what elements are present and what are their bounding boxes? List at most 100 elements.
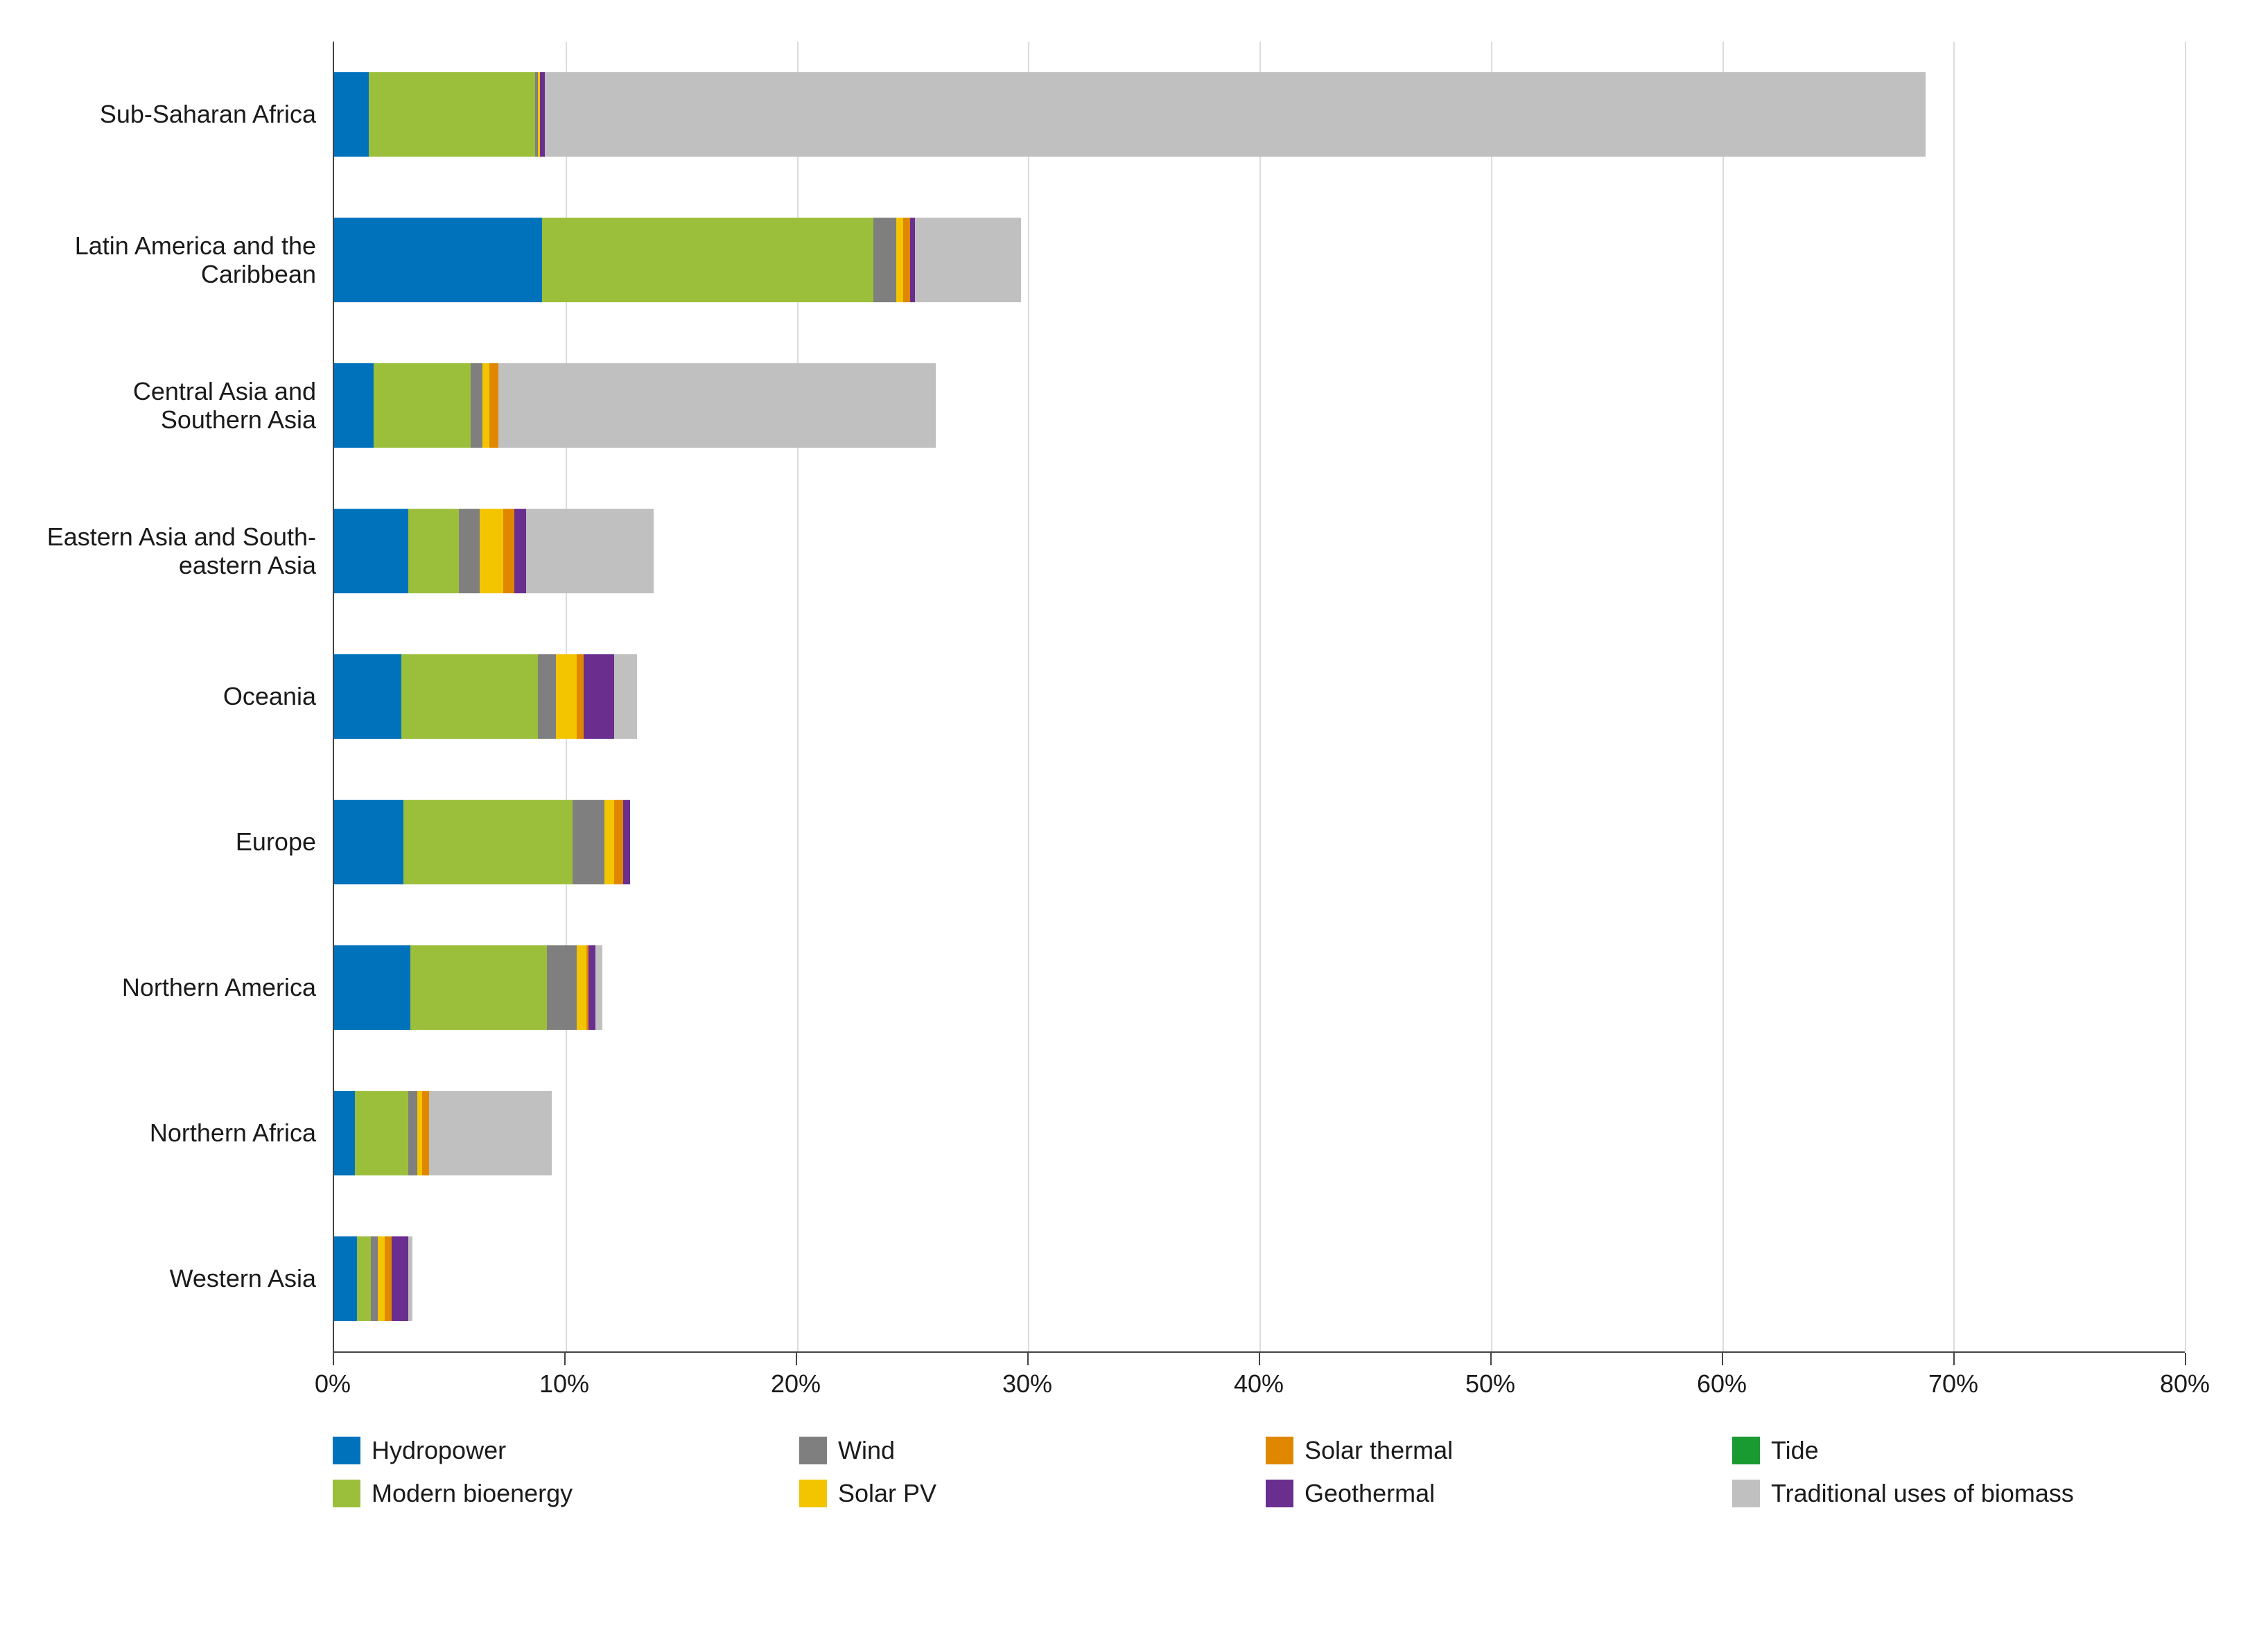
bar-segment-solar_thermal: [903, 218, 910, 302]
x-tick-label: 80%: [2160, 1369, 2210, 1399]
x-axis: 0%10%20%30%40%50%60%70%80%: [333, 1353, 2185, 1408]
legend-item-modern_bioenergy: Modern bioenergy: [333, 1479, 785, 1508]
legend: Hydropower Wind Solar thermal Tide Modern bi…: [333, 1436, 2185, 1508]
category-label: Western Asia: [42, 1206, 333, 1351]
bar-segment-wind: [538, 654, 557, 739]
bar-segment-geothermal: [584, 654, 613, 739]
legend-swatch: [799, 1480, 827, 1507]
bar-segment-solar_pv: [604, 800, 613, 884]
stacked-bar: [334, 363, 936, 448]
x-tick-label: 10%: [539, 1369, 589, 1399]
stacked-bar: [334, 1236, 412, 1321]
bar-segment-hydropower: [334, 363, 374, 448]
category-label: Oceania: [42, 624, 333, 769]
bar-row: [334, 915, 2185, 1060]
legend-label: Traditional uses of biomass: [1771, 1479, 2074, 1508]
bar-segment-wind: [371, 1236, 378, 1321]
y-axis-category-labels: Sub-Saharan AfricaLatin America and the …: [42, 42, 333, 1351]
bar-segment-solar_pv: [378, 1236, 385, 1321]
legend-label: Tide: [1771, 1436, 1819, 1465]
bar-segment-modern_bioenergy: [401, 654, 538, 739]
x-tick-mark: [564, 1353, 566, 1365]
bar-segment-wind: [573, 800, 605, 884]
bar-segment-traditional_biomass: [498, 363, 936, 448]
bar-segment-wind: [547, 945, 577, 1030]
bar-segment-modern_bioenergy: [403, 800, 573, 884]
legend-item-wind: Wind: [799, 1436, 1252, 1465]
bar-segment-traditional_biomass: [526, 509, 654, 593]
category-label: Eastern Asia and South-eastern Asia: [42, 478, 333, 624]
bar-segment-modern_bioenergy: [410, 945, 547, 1030]
legend-swatch: [333, 1480, 360, 1507]
bar-segment-traditional_biomass: [614, 654, 637, 739]
x-tick-label: 60%: [1697, 1369, 1747, 1399]
bar-row: [334, 1060, 2185, 1206]
bar-segment-geothermal: [514, 509, 526, 593]
bar-row: [334, 187, 2185, 333]
legend-item-solar_pv: Solar PV: [799, 1479, 1252, 1508]
x-tick-mark: [333, 1353, 334, 1365]
bar-row: [334, 42, 2185, 187]
bar-segment-solar_pv: [417, 1091, 422, 1175]
x-tick-mark: [1953, 1353, 1955, 1365]
plot-row: Sub-Saharan AfricaLatin America and the …: [42, 42, 2185, 1353]
x-tick-label: 40%: [1234, 1369, 1284, 1399]
bar-row: [334, 624, 2185, 769]
bar-segment-solar_pv: [896, 218, 903, 302]
bar-segment-geothermal: [588, 945, 595, 1030]
category-label: Latin America and the Caribbean: [42, 187, 333, 333]
bar-row: [334, 478, 2185, 624]
stacked-bar: [334, 945, 602, 1030]
bar-segment-wind: [873, 218, 896, 302]
bar-segment-geothermal: [623, 800, 630, 884]
bar-segment-solar_thermal: [614, 800, 623, 884]
bar-segment-modern_bioenergy: [374, 363, 471, 448]
legend-label: Wind: [838, 1436, 895, 1465]
legend-swatch: [799, 1437, 827, 1464]
bar-segment-solar_pv: [577, 945, 586, 1030]
x-tick-label: 20%: [771, 1369, 821, 1399]
legend-swatch: [333, 1437, 360, 1464]
bar-segment-traditional_biomass: [545, 72, 1926, 157]
bar-segment-modern_bioenergy: [357, 1236, 371, 1321]
legend-item-solar_thermal: Solar thermal: [1266, 1436, 1718, 1465]
plot-area: [333, 42, 2185, 1353]
legend-label: Hydropower: [372, 1436, 506, 1465]
stacked-bar: [334, 1091, 552, 1175]
bar-segment-wind: [471, 363, 482, 448]
bar-row: [334, 1206, 2185, 1351]
category-label: Central Asia and Southern Asia: [42, 333, 333, 478]
x-tick-label: 30%: [1002, 1369, 1052, 1399]
stacked-bar: [334, 800, 630, 884]
bar-segment-traditional_biomass: [915, 218, 1022, 302]
bar-row: [334, 333, 2185, 478]
legend-swatch: [1266, 1480, 1293, 1507]
legend-label: Modern bioenergy: [372, 1479, 573, 1508]
bar-segment-wind: [459, 509, 480, 593]
bar-segment-hydropower: [334, 654, 401, 739]
bar-segment-solar_pv: [480, 509, 503, 593]
x-tick-mark: [1259, 1353, 1260, 1365]
bar-segment-geothermal: [910, 218, 915, 302]
bar-segment-geothermal: [540, 72, 545, 157]
bars-container: [334, 42, 2185, 1351]
bar-segment-solar_pv: [556, 654, 577, 739]
bar-segment-solar_thermal: [422, 1091, 429, 1175]
x-tick-mark: [796, 1353, 797, 1365]
renewable-energy-stacked-bar-chart: Sub-Saharan AfricaLatin America and the …: [0, 0, 2268, 1550]
legend-swatch: [1732, 1480, 1760, 1507]
x-tick-mark: [2185, 1353, 2186, 1365]
legend-item-hydropower: Hydropower: [333, 1436, 785, 1465]
stacked-bar: [334, 509, 654, 593]
bar-segment-modern_bioenergy: [408, 509, 459, 593]
category-label: Sub-Saharan Africa: [42, 42, 333, 187]
bar-segment-solar_thermal: [503, 509, 515, 593]
bar-segment-hydropower: [334, 800, 403, 884]
x-tick-label: 70%: [1928, 1369, 1978, 1399]
bar-segment-solar_pv: [482, 363, 489, 448]
bar-segment-hydropower: [334, 218, 542, 302]
bar-segment-traditional_biomass: [408, 1236, 413, 1321]
stacked-bar: [334, 218, 1021, 302]
category-label: Europe: [42, 769, 333, 915]
bar-segment-wind: [408, 1091, 417, 1175]
